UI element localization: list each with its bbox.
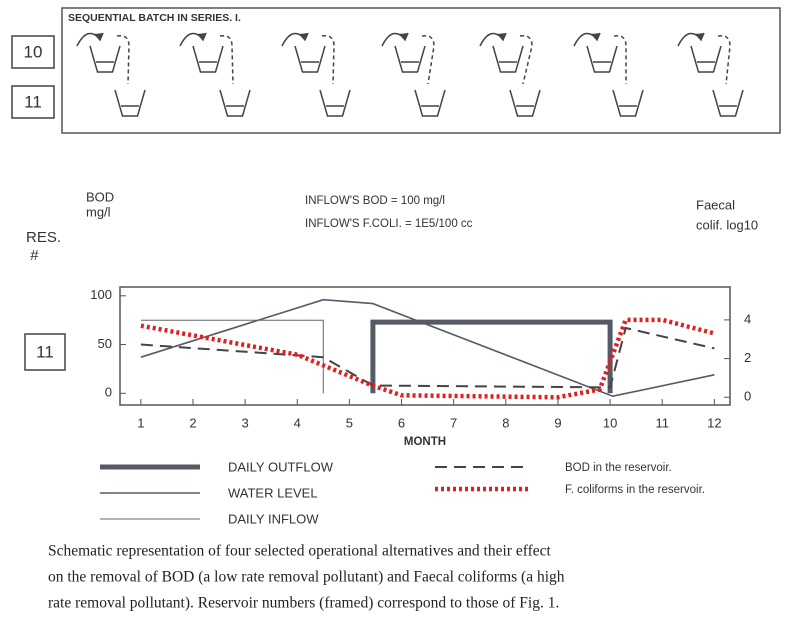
transfer (322, 36, 334, 84)
tank (320, 90, 350, 116)
figure: SEQUENTIAL BATCH IN SERIES. I. 10 11 BOD… (0, 0, 798, 617)
schematic-title: SEQUENTIAL BATCH IN SERIES. I. (68, 12, 241, 24)
series-line (141, 300, 715, 397)
x-tick-label: 12 (707, 415, 721, 430)
transfer (422, 36, 434, 84)
arrow-head (300, 33, 308, 40)
x-tick-label: 4 (294, 415, 301, 430)
series-line (141, 320, 323, 393)
x-tick-label: 2 (189, 415, 196, 430)
reservoir-number: 11 (36, 342, 54, 361)
caption: rate removal pollutant). Reservoir numbe… (48, 595, 559, 612)
x-tick-label: 7 (450, 415, 457, 430)
legend-label: DAILY INFLOW (228, 511, 319, 526)
tank (220, 90, 250, 116)
y2-axis-label: Faecal (696, 197, 735, 212)
y-tick-label: 50 (98, 336, 112, 351)
tank (713, 90, 743, 116)
x-tick-label: 9 (554, 415, 561, 430)
tank (613, 90, 643, 116)
tank (510, 90, 540, 116)
y-tick-label: 100 (90, 287, 112, 302)
x-tick-label: 11 (655, 415, 669, 430)
arrow-head (198, 33, 206, 40)
x-tick-label: 10 (603, 415, 617, 430)
arrow-head (696, 33, 704, 40)
arrow-head (400, 33, 408, 40)
legend-label: BOD in the reservoir. (565, 462, 672, 474)
y2-axis-label: colif. log10 (696, 217, 758, 232)
transfer (117, 36, 129, 84)
reservoir-label: # (30, 247, 39, 264)
tank (115, 90, 145, 116)
transfer (614, 36, 626, 84)
row-label: 10 (24, 42, 43, 61)
legend-label: WATER LEVEL (228, 485, 318, 500)
series-line (141, 328, 715, 387)
schematic-drawing (77, 33, 743, 116)
reservoir-label: RES. (26, 229, 61, 246)
note: INFLOW'S F.COLI. = 1E5/100 cc (305, 218, 473, 230)
arrow-head (498, 33, 506, 40)
caption: Schematic representation of four selecte… (48, 543, 551, 560)
caption: on the removal of BOD (a low rate remova… (48, 569, 565, 586)
tank (395, 46, 425, 72)
transfer (520, 36, 532, 84)
transfer (220, 36, 233, 84)
x-tick-label: 1 (137, 415, 144, 430)
y-axis-label: BOD (86, 189, 114, 204)
x-axis-label: MONTH (404, 436, 446, 448)
tank (493, 46, 523, 72)
note: INFLOW'S BOD = 100 mg/l (305, 195, 445, 207)
tank (90, 46, 120, 72)
legend-label: DAILY OUTFLOW (228, 459, 334, 474)
arrow-head (95, 33, 103, 40)
tank (415, 90, 445, 116)
tank (691, 46, 721, 72)
x-tick-label: 5 (346, 415, 353, 430)
tank (193, 46, 223, 72)
series-line (373, 322, 610, 393)
legend-label: F. coliforms in the reservoir. (565, 484, 705, 496)
tank (295, 46, 325, 72)
y-tick-label: 0 (105, 385, 112, 400)
tank (587, 46, 617, 72)
y2-tick-label: 2 (744, 350, 751, 365)
x-tick-label: 8 (502, 415, 509, 430)
transfer (718, 36, 730, 84)
row-label: 11 (24, 92, 42, 111)
x-tick-label: 3 (242, 415, 249, 430)
schematic-frame (62, 8, 780, 133)
y-axis-label: mg/l (86, 204, 111, 219)
y2-tick-label: 0 (744, 389, 751, 404)
x-tick-label: 6 (398, 415, 405, 430)
arrow-head (592, 33, 600, 40)
y2-tick-label: 4 (744, 311, 751, 326)
plot-frame (120, 287, 730, 405)
